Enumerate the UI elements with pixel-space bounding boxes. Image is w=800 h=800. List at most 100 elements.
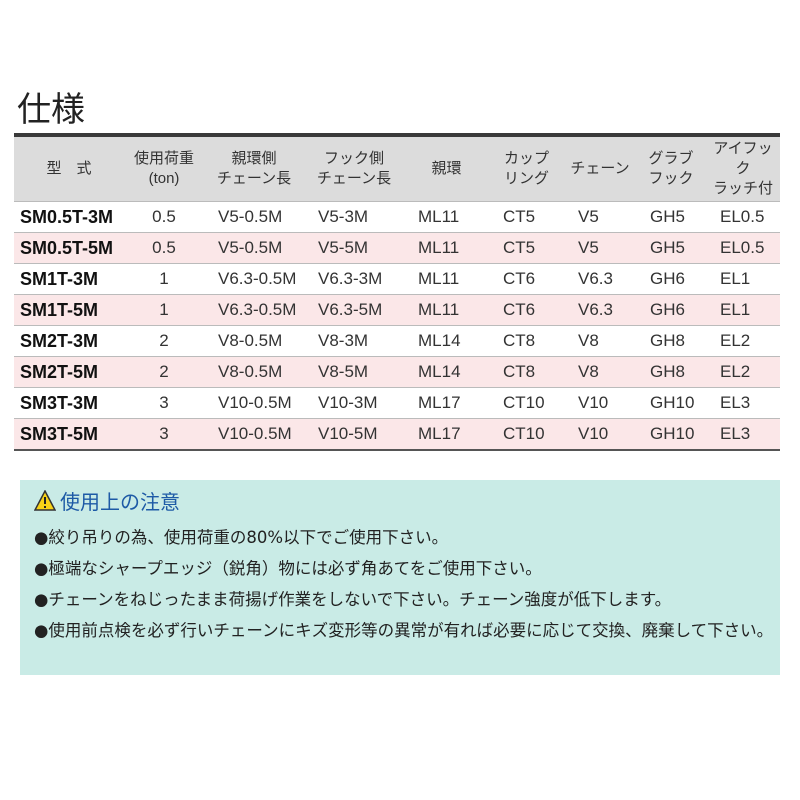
- table-cell: V8-5M: [304, 356, 404, 388]
- warning-icon: [34, 489, 56, 511]
- table-cell: 1: [124, 294, 204, 326]
- notice-item: ●絞り吊りの為、使用荷重の80%以下でご使用下さい。: [34, 528, 449, 547]
- table-cell: V6.3: [564, 263, 636, 295]
- table-cell: ML11: [404, 232, 489, 264]
- table-cell: V8: [564, 356, 636, 388]
- table-row: SM1T-5M 1 V6.3-0.5M V6.3-5M ML11 CT6 V6.3 GH6 EL…: [14, 294, 780, 326]
- table-cell: V10-0.5M: [204, 387, 304, 419]
- table-cell: V8-3M: [304, 325, 404, 357]
- table-cell: V6.3-0.5M: [204, 294, 304, 326]
- spec-table: 型 式使用荷重 (ton) 親環側 チェーン長 フック側 チェーン長 親環 カップ リン…: [14, 133, 780, 451]
- table-cell: GH10: [636, 387, 706, 419]
- usage-notice-box: 使用上の注意 ●絞り吊りの為、使用荷重の80%以下でご使用下さい。 ●極端なシャ…: [20, 480, 780, 675]
- table-cell: EL1: [706, 294, 780, 326]
- table-cell: V8-0.5M: [204, 325, 304, 357]
- column-header: フック側 チェーン長: [304, 135, 404, 202]
- table-cell: V6.3-3M: [304, 263, 404, 295]
- column-header: 親環側 チェーン長: [204, 135, 304, 202]
- model-cell: SM2T-5M: [14, 356, 124, 388]
- table-cell: V10-5M: [304, 418, 404, 450]
- notice-item: ●チェーンをねじったまま荷揚げ作業をしないで下さい。チェーン強度が低下します。: [34, 590, 672, 609]
- table-row: SM3T-5M 3 V10-0.5M V10-5M ML17 CT10 V10 GH10 EL3: [14, 418, 780, 450]
- table-cell: 3: [124, 418, 204, 450]
- table-cell: CT6: [489, 294, 564, 326]
- table-cell: CT6: [489, 263, 564, 295]
- table-cell: V8: [564, 325, 636, 357]
- table-cell: V6.3-0.5M: [204, 263, 304, 295]
- column-header: アイフック ラッチ付: [706, 135, 780, 202]
- table-cell: V10: [564, 387, 636, 419]
- table-row: SM0.5T-5M 0.5 V5-0.5M V5-5M ML11 CT5 V5 GH5 EL0.…: [14, 232, 780, 264]
- table-cell: 2: [124, 325, 204, 357]
- table-cell: CT10: [489, 418, 564, 450]
- model-cell: SM0.5T-3M: [14, 201, 124, 233]
- model-cell: SM1T-3M: [14, 263, 124, 295]
- table-cell: CT5: [489, 232, 564, 264]
- table-cell: ML11: [404, 294, 489, 326]
- table-cell: ML11: [404, 263, 489, 295]
- column-header: 親環: [404, 135, 489, 202]
- notice-heading: 使用上の注意: [34, 486, 180, 515]
- table-cell: EL0.5: [706, 232, 780, 264]
- table-cell: V5-0.5M: [204, 232, 304, 264]
- table-cell: GH8: [636, 356, 706, 388]
- table-cell: 1: [124, 263, 204, 295]
- table-cell: V10: [564, 418, 636, 450]
- table-cell: GH5: [636, 201, 706, 233]
- model-cell: SM3T-5M: [14, 418, 124, 450]
- table-row: SM3T-3M 3 V10-0.5M V10-3M ML17 CT10 V10 GH10 EL3: [14, 387, 780, 419]
- table-cell: EL3: [706, 418, 780, 450]
- model-cell: SM0.5T-5M: [14, 232, 124, 264]
- table-cell: 2: [124, 356, 204, 388]
- notice-item: ●使用前点検を必ず行いチェーンにキズ変形等の異常が有れば必要に応じて交換、廃棄し…: [34, 621, 774, 640]
- table-cell: ML14: [404, 356, 489, 388]
- table-cell: 0.5: [124, 232, 204, 264]
- table-cell: EL2: [706, 325, 780, 357]
- table-cell: V5-3M: [304, 201, 404, 233]
- table-cell: 3: [124, 387, 204, 419]
- column-header: 使用荷重 (ton): [124, 135, 204, 202]
- table-cell: V6.3: [564, 294, 636, 326]
- table-cell: EL0.5: [706, 201, 780, 233]
- table-cell: GH10: [636, 418, 706, 450]
- table-cell: CT5: [489, 201, 564, 233]
- table-cell: GH6: [636, 294, 706, 326]
- table-cell: CT8: [489, 325, 564, 357]
- model-cell: SM1T-5M: [14, 294, 124, 326]
- column-header: 型 式: [14, 135, 124, 202]
- column-header: グラブ フック: [636, 135, 706, 202]
- table-cell: GH5: [636, 232, 706, 264]
- table-row: SM0.5T-3M 0.5 V5-0.5M V5-3M ML11 CT5 V5 GH5 EL0.…: [14, 201, 780, 233]
- table-row: SM2T-3M 2 V8-0.5M V8-3M ML14 CT8 V8 GH8 EL2: [14, 325, 780, 357]
- table-cell: V8-0.5M: [204, 356, 304, 388]
- notice-item: ●極端なシャープエッジ（鋭角）物には必ず角あてをご使用下さい。: [34, 559, 542, 578]
- table-cell: V10-3M: [304, 387, 404, 419]
- table-cell: EL2: [706, 356, 780, 388]
- table-cell: V5: [564, 201, 636, 233]
- table-cell: GH6: [636, 263, 706, 295]
- table-cell: 0.5: [124, 201, 204, 233]
- table-cell: ML14: [404, 325, 489, 357]
- model-cell: SM2T-3M: [14, 325, 124, 357]
- page-title: 仕様: [17, 90, 85, 130]
- table-cell: ML17: [404, 387, 489, 419]
- table-cell: CT8: [489, 356, 564, 388]
- model-cell: SM3T-3M: [14, 387, 124, 419]
- table-row: SM1T-3M 1 V6.3-0.5M V6.3-3M ML11 CT6 V6.3 GH6 EL…: [14, 263, 780, 295]
- table-cell: V10-0.5M: [204, 418, 304, 450]
- table-cell: GH8: [636, 325, 706, 357]
- column-header: チェーン: [564, 135, 636, 202]
- table-cell: V6.3-5M: [304, 294, 404, 326]
- table-cell: ML11: [404, 201, 489, 233]
- table-cell: EL1: [706, 263, 780, 295]
- table-header-row: 型 式使用荷重 (ton) 親環側 チェーン長 フック側 チェーン長 親環 カップ リン…: [14, 135, 780, 202]
- table-cell: V5-0.5M: [204, 201, 304, 233]
- table-cell: ML17: [404, 418, 489, 450]
- notice-title: 使用上の注意: [60, 490, 180, 514]
- table-cell: V5: [564, 232, 636, 264]
- table-row: SM2T-5M 2 V8-0.5M V8-5M ML14 CT8 V8 GH8 EL2: [14, 356, 780, 388]
- table-cell: EL3: [706, 387, 780, 419]
- table-cell: CT10: [489, 387, 564, 419]
- table-cell: V5-5M: [304, 232, 404, 264]
- column-header: カップ リング: [489, 135, 564, 202]
